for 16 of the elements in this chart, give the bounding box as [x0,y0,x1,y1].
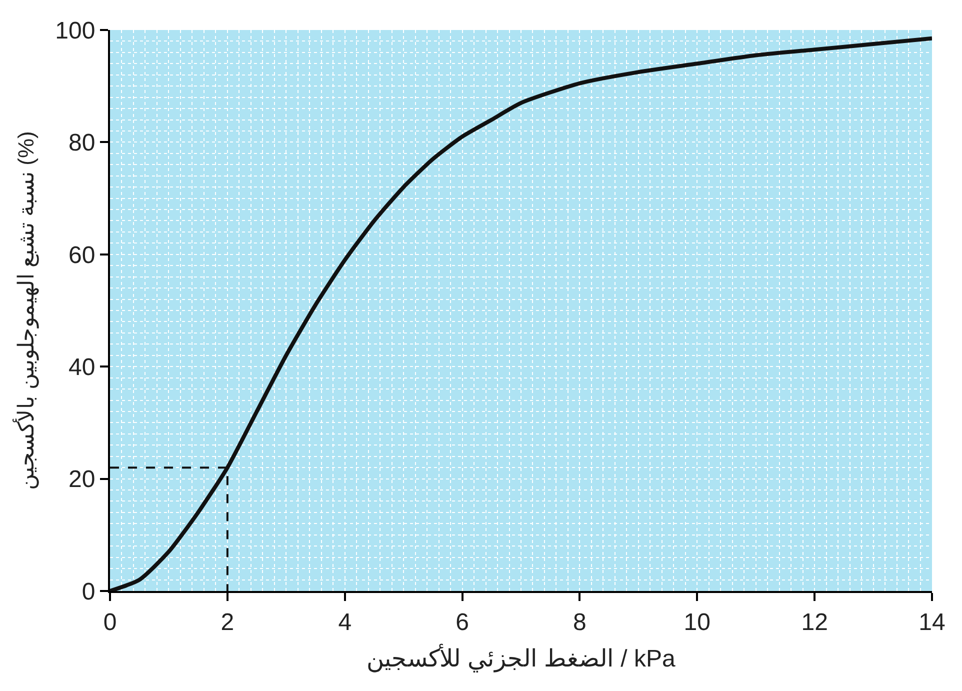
x-tick-label: 6 [456,608,469,636]
x-tick-label: 14 [918,608,946,636]
y-tick-label: 40 [68,354,96,381]
x-tick-label: 12 [801,608,828,636]
y-tick-label: 80 [68,130,96,157]
x-tick-label: 2 [220,608,234,636]
y-tick-label: 0 [82,578,96,606]
x-tick-label: 10 [684,608,710,636]
x-tick-label: 0 [103,608,117,636]
x-axis-title: الضغط الجزئي للأكسجين / kPa [366,642,676,673]
x-tick-label: 8 [573,608,586,636]
y-tick-label: 20 [68,466,96,494]
x-tick-label: 4 [338,608,352,636]
y-axis-title: نسبة تشبع الهيموجلوبين بالأكسجين (%) [11,131,40,490]
y-tick-label: 100 [55,17,96,44]
y-tick-label: 60 [68,242,96,269]
